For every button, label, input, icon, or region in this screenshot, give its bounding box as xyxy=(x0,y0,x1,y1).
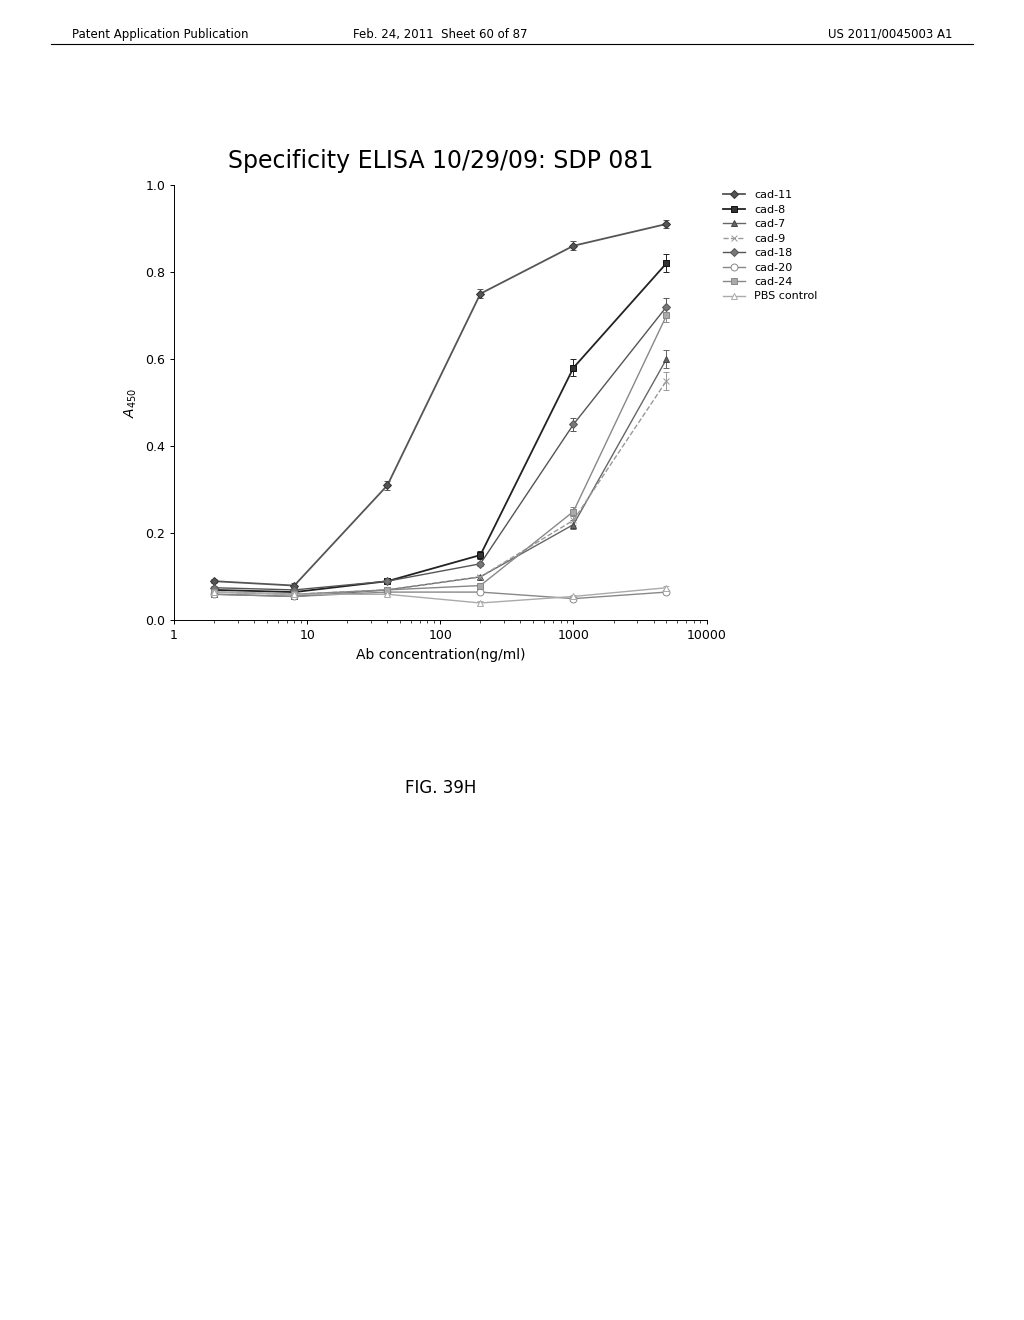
Text: Feb. 24, 2011  Sheet 60 of 87: Feb. 24, 2011 Sheet 60 of 87 xyxy=(353,28,527,41)
Text: US 2011/0045003 A1: US 2011/0045003 A1 xyxy=(827,28,952,41)
Text: FIG. 39H: FIG. 39H xyxy=(404,779,476,797)
Text: Patent Application Publication: Patent Application Publication xyxy=(72,28,248,41)
X-axis label: Ab concentration(ng/ml): Ab concentration(ng/ml) xyxy=(355,648,525,663)
Legend: cad-11, cad-8, cad-7, cad-9, cad-18, cad-20, cad-24, PBS control: cad-11, cad-8, cad-7, cad-9, cad-18, cad… xyxy=(723,190,817,301)
Y-axis label: $A_{450}$: $A_{450}$ xyxy=(123,388,139,417)
Title: Specificity ELISA 10/29/09: SDP 081: Specificity ELISA 10/29/09: SDP 081 xyxy=(227,149,653,173)
